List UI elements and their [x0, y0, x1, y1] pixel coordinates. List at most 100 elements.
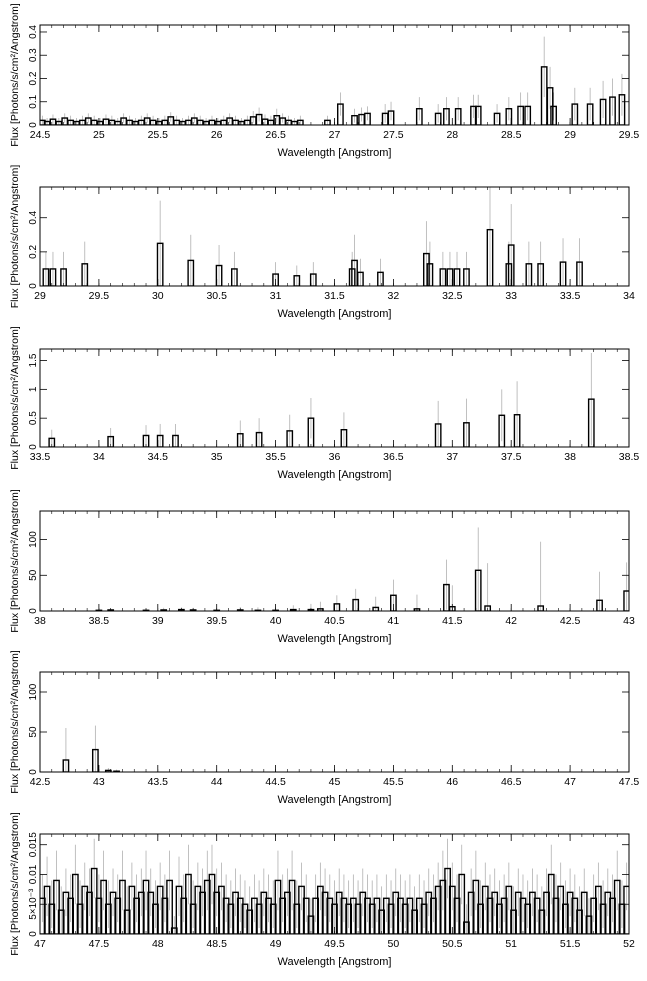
y-tick-label: 0.4	[28, 210, 39, 224]
flux-bar	[559, 261, 567, 286]
y-tick-label: 0.01	[28, 864, 39, 884]
y-tick-label: 0.2	[28, 244, 39, 258]
x-tick-label: 44.5	[265, 776, 286, 788]
x-tick-label: 28.5	[501, 129, 522, 141]
y-tick-label: 0	[28, 444, 39, 450]
x-tick-label: 39	[152, 615, 164, 627]
panel-5: 42.5 43 43.5 44 44.5 45 45.5 46 46.5 47 47.5 0 50 100…	[9, 650, 639, 806]
x-tick-label: 51	[505, 938, 517, 950]
y-tick-label: 100	[28, 531, 39, 548]
flux-bar	[443, 108, 450, 125]
flux-bar	[498, 414, 506, 447]
panel-6: 47 47.5 48 48.5 49 49.5 50 50.5 51 51.5 52 0 5×10⁻³ 0…	[9, 812, 635, 968]
plot-area	[40, 36, 626, 125]
x-tick-label: 41.5	[442, 615, 463, 627]
x-axis-label: Wavelength [Angstrom]	[278, 469, 392, 481]
x-tick-label: 44	[211, 776, 223, 788]
flux-bar	[454, 108, 462, 125]
x-tick-label: 41	[388, 615, 400, 627]
x-tick-label: 46	[446, 776, 458, 788]
x-tick-label: 43.5	[148, 776, 169, 788]
x-tick-label: 38.5	[89, 615, 110, 627]
x-tick-label: 29	[34, 290, 46, 302]
x-axis-label: Wavelength [Angstrom]	[278, 308, 392, 320]
x-tick-label: 47	[34, 938, 46, 950]
x-tick-label: 31.5	[324, 290, 345, 302]
y-axis-label: Flux [Photons/s/cm²/Angstrom]	[9, 650, 21, 794]
x-tick-label: 47	[564, 776, 576, 788]
x-tick-label: 47.5	[619, 776, 640, 788]
flux-bar	[272, 273, 279, 286]
flux-bar	[423, 252, 430, 286]
flux-bar	[107, 435, 115, 447]
flux-bar	[458, 873, 466, 934]
flux-bar	[586, 103, 594, 125]
x-tick-label: 35.5	[265, 451, 286, 463]
y-tick-label: 0	[28, 283, 39, 289]
flux-bar	[463, 422, 470, 447]
y-tick-label: 0	[28, 769, 39, 775]
flux-bar	[62, 759, 70, 772]
x-tick-label: 43	[93, 776, 105, 788]
y-axis-label: Flux [Photons/s/cm²/Angstrom]	[9, 326, 21, 470]
x-tick-label: 27	[329, 129, 341, 141]
x-tick-label: 40.5	[324, 615, 345, 627]
plot-area	[62, 725, 120, 772]
plot-area	[42, 187, 583, 286]
flux-bar	[324, 119, 331, 125]
y-tick-label: 0	[28, 931, 39, 937]
x-tick-label: 48.5	[206, 938, 227, 950]
y-axis-label: Flux [Photons/s/cm²/Angstrom]	[9, 165, 21, 309]
x-tick-label: 29.5	[619, 129, 640, 141]
x-tick-label: 30	[152, 290, 164, 302]
x-tick-label: 43	[623, 615, 635, 627]
x-tick-label: 32.5	[442, 290, 463, 302]
x-tick-label: 38.5	[619, 451, 640, 463]
y-tick-label: 0.5	[28, 411, 39, 425]
y-tick-label: 0	[28, 608, 39, 614]
flux-bar	[286, 430, 294, 447]
x-tick-label: 27.5	[383, 129, 404, 141]
x-axis-label: Wavelength [Angstrom]	[278, 794, 392, 806]
x-tick-label: 45.5	[383, 776, 404, 788]
y-tick-label: 0.2	[28, 71, 39, 85]
x-tick-label: 49.5	[324, 938, 345, 950]
x-tick-label: 38	[564, 451, 576, 463]
flux-bar	[415, 108, 423, 125]
flux-bar	[53, 879, 60, 934]
x-tick-label: 52	[623, 938, 635, 950]
y-tick-label: 50	[28, 726, 39, 738]
y-axis-label: Flux [Photons/s/cm²/Angstrom]	[9, 812, 21, 956]
flux-bar	[434, 112, 442, 125]
x-tick-label: 39.5	[206, 615, 227, 627]
x-tick-label: 29.5	[89, 290, 110, 302]
y-tick-label: 0.3	[28, 48, 39, 62]
flux-bar	[351, 114, 358, 125]
x-tick-label: 49	[270, 938, 282, 950]
y-tick-label: 50	[28, 569, 39, 581]
flux-bar	[364, 112, 371, 125]
flux-bar	[505, 108, 513, 125]
x-tick-label: 38	[34, 615, 46, 627]
x-tick-label: 26	[211, 129, 223, 141]
flux-bar	[576, 261, 583, 286]
x-tick-label: 37	[446, 451, 458, 463]
x-tick-label: 45	[329, 776, 341, 788]
x-tick-label: 42.5	[30, 776, 51, 788]
panel-1: 24.5 25 25.5 26 26.5 27 27.5 28 28.5 29 29.5 0 0.1 0.…	[9, 3, 639, 159]
y-tick-label: 1.5	[28, 353, 39, 367]
flux-bar	[609, 96, 616, 125]
flux-bar	[156, 242, 164, 286]
plot-area	[48, 353, 595, 447]
flux-bar	[537, 605, 545, 611]
y-tick-label: 0.4	[28, 25, 39, 39]
flux-bar	[160, 609, 168, 611]
x-tick-label: 42.5	[560, 615, 581, 627]
flux-bar	[372, 606, 380, 611]
x-tick-label: 34.5	[148, 451, 169, 463]
x-tick-label: 42	[505, 615, 517, 627]
x-axis-label: Wavelength [Angstrom]	[278, 633, 392, 645]
panel-3: 33.5 34 34.5 35 35.5 36 36.5 37 37.5 38 38.5 0 0.5 1 1…	[9, 326, 639, 481]
x-tick-label: 34	[93, 451, 105, 463]
